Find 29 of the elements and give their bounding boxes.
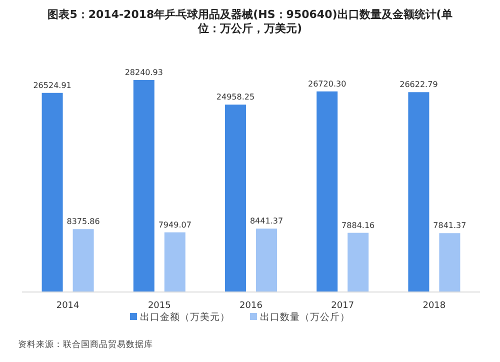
bar — [348, 232, 369, 292]
chart-title: 图表5：2014-2018年乒乓球用品及器械(HS：950640)出口数量及金额统计(单位：万公斤，万美元) — [48, 8, 452, 35]
bar — [439, 233, 460, 292]
data-label: 26622.79 — [400, 80, 438, 90]
x-tick-label: 2015 — [148, 301, 171, 311]
data-label: 7949.07 — [158, 220, 192, 230]
data-label: 24958.25 — [216, 92, 255, 102]
data-label: 28240.93 — [124, 68, 163, 77]
bar — [256, 228, 277, 292]
bar — [316, 91, 338, 292]
legend-label: 出口数量（万公斤） — [260, 311, 350, 323]
x-tick-label: 2017 — [331, 301, 354, 311]
bar — [72, 229, 94, 292]
x-tick-label: 2018 — [422, 301, 446, 311]
bar — [42, 92, 63, 292]
data-label: 7884.16 — [342, 220, 375, 230]
data-label: 7841.37 — [433, 221, 466, 230]
bar — [164, 232, 186, 292]
legend-label: 出口金额（万美元） — [140, 311, 230, 323]
x-tick-label: 2014 — [56, 301, 80, 311]
data-label: 26720.30 — [308, 79, 346, 88]
bar — [225, 104, 246, 292]
bar — [133, 80, 154, 292]
data-label: 8441.37 — [250, 216, 284, 226]
text: 资料来源：联合国商品贸易数据库 — [18, 339, 153, 350]
x-tick-label: 2016 — [240, 301, 263, 311]
data-label: 26524.91 — [33, 80, 72, 90]
bar — [408, 92, 430, 292]
data-label: 8375.86 — [66, 217, 100, 226]
